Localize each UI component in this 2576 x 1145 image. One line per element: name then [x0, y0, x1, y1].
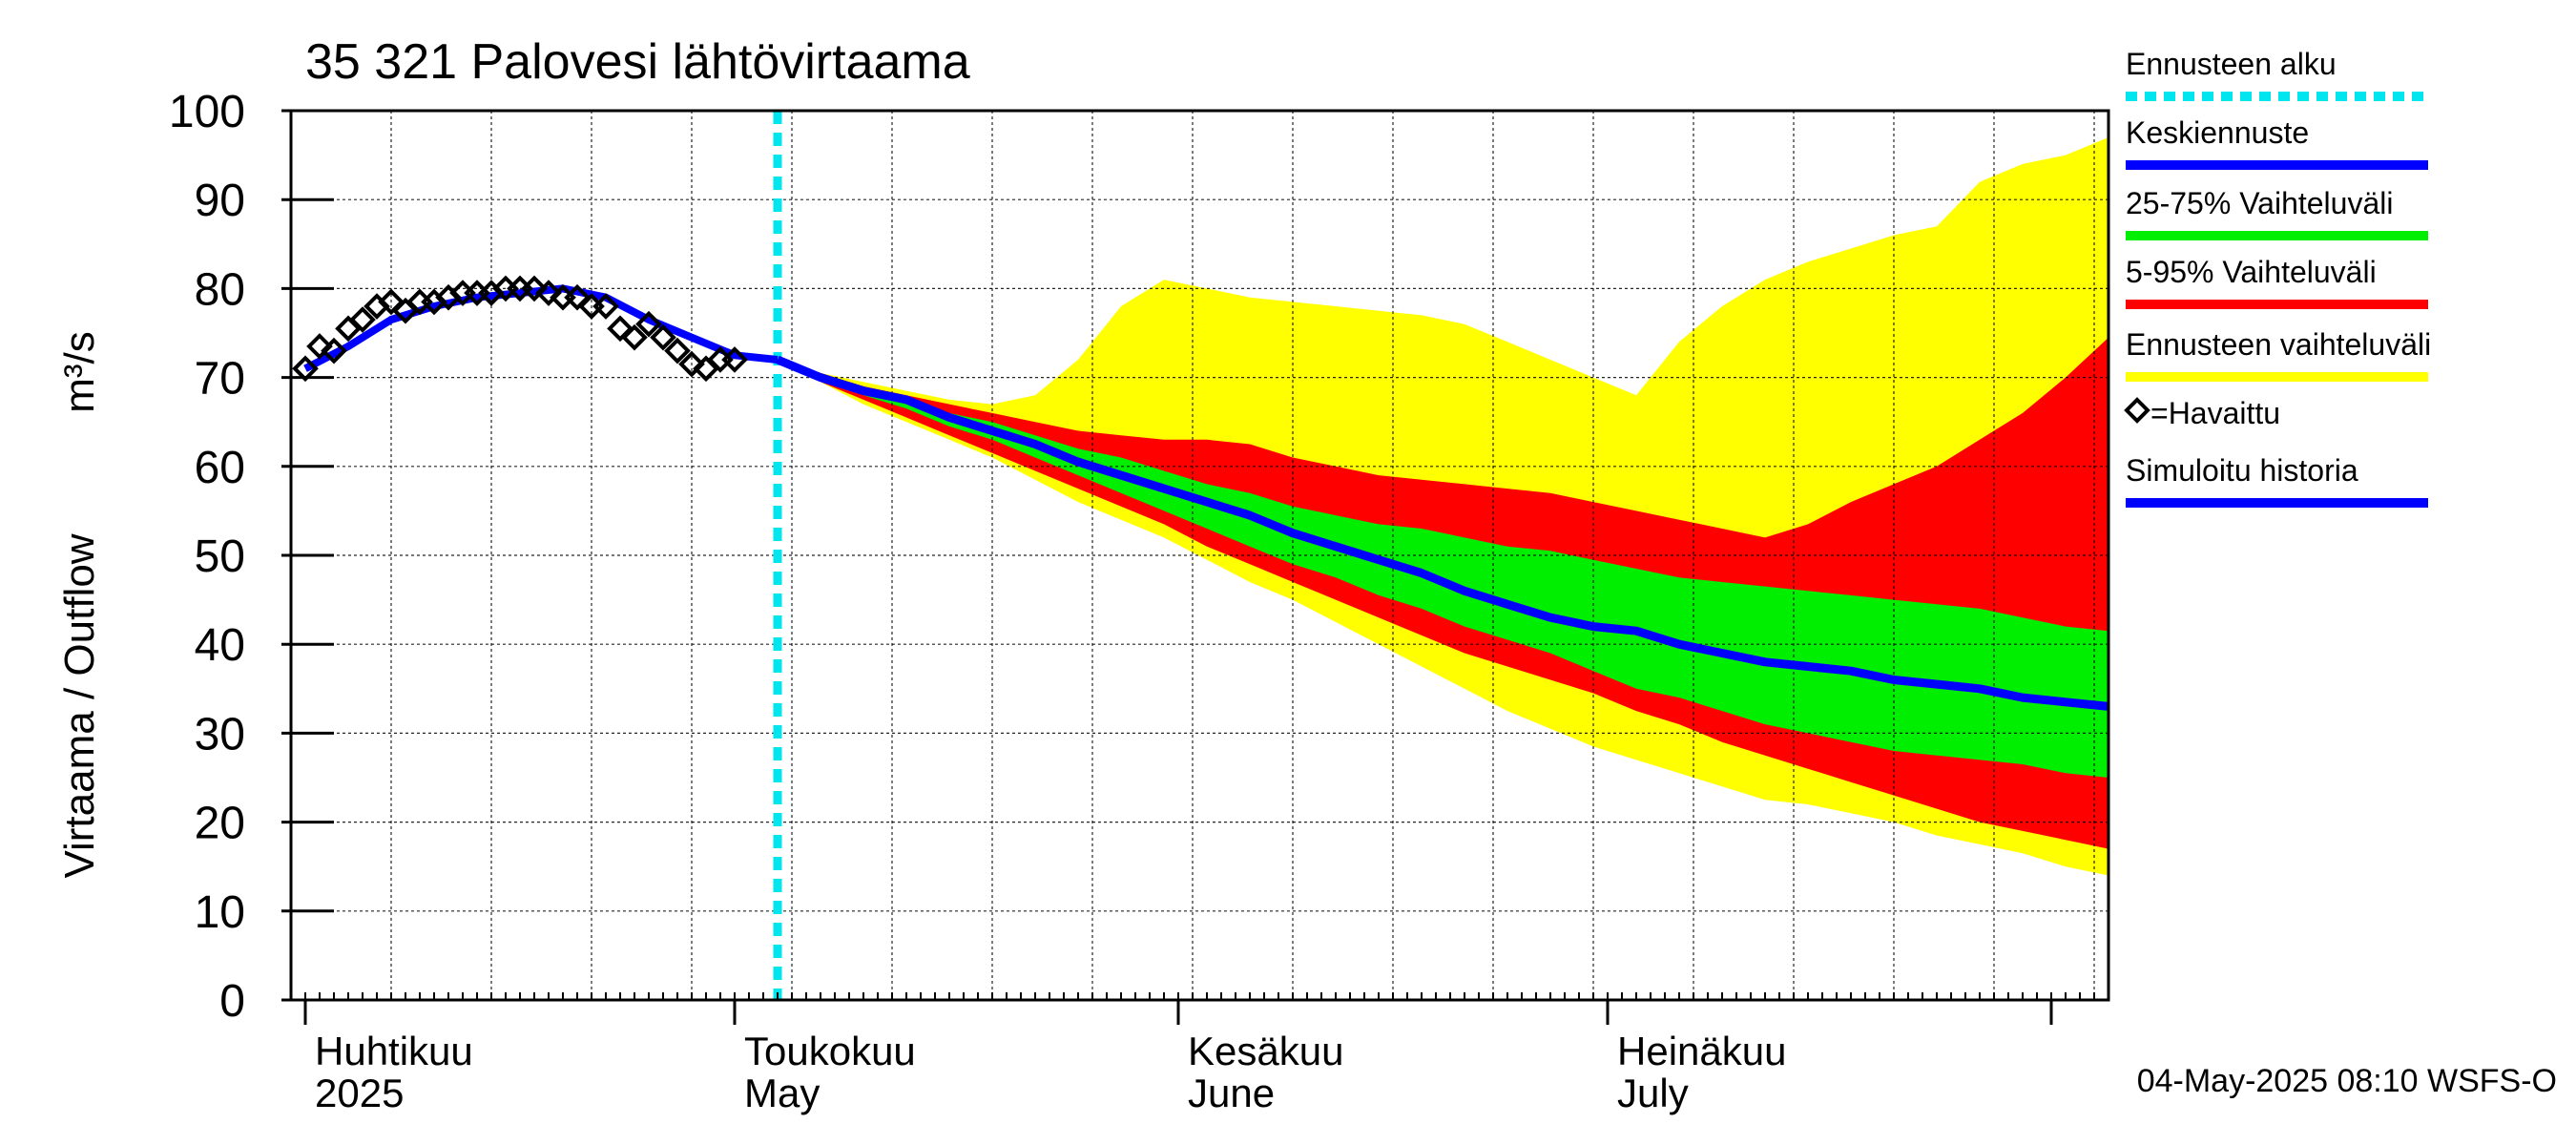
legend: Ennusteen alku Keskiennuste 25-75% Vaihtel… — [2124, 47, 2431, 508]
y-tick-label: 0 — [219, 976, 245, 1027]
y-axis-label: Virtaama / Outflow — [56, 533, 103, 878]
footer-timestamp: 04-May-2025 08:10 WSFS-O — [2137, 1063, 2557, 1099]
y-tick-label: 70 — [195, 354, 245, 405]
observed-point — [607, 315, 634, 343]
observed-point — [635, 310, 662, 338]
observed-point — [678, 350, 705, 378]
x-month-sublabel: 2025 — [315, 1071, 404, 1115]
legend-label: =Havaittu — [2150, 396, 2280, 430]
legend-label: Simuloitu historia — [2126, 453, 2358, 488]
observed-point — [650, 323, 676, 351]
grid — [291, 111, 2109, 1000]
chart-title: 35 321 Palovesi lähtövirtaama — [305, 34, 970, 90]
legend-label: Ennusteen vaihteluväli — [2126, 327, 2431, 362]
observed-point — [321, 337, 347, 364]
legend-label: Ennusteen alku — [2126, 47, 2337, 81]
legend-label: Keskiennuste — [2126, 115, 2309, 150]
legend-label: 5-95% Vaihteluväli — [2126, 255, 2377, 289]
legend-label: 25-75% Vaihteluväli — [2126, 186, 2393, 220]
observed-point — [306, 333, 333, 360]
mean-forecast-line — [776, 355, 2109, 711]
observed-point — [564, 283, 591, 311]
observed-point — [292, 355, 319, 383]
y-tick-label: 80 — [195, 264, 245, 315]
y-tick-label: 20 — [195, 799, 245, 849]
y-tick-label: 10 — [195, 887, 245, 938]
band-25-75 — [778, 360, 2109, 778]
observed-point — [349, 306, 376, 333]
y-axis-unit: m³/s — [56, 331, 103, 413]
observed-point — [592, 293, 619, 320]
y-tick-label: 40 — [195, 620, 245, 671]
observed-point — [664, 337, 691, 364]
observed-point — [721, 346, 748, 373]
observed-point — [535, 280, 562, 306]
x-month-sublabel: July — [1617, 1071, 1689, 1115]
y-tick-label: 90 — [195, 176, 245, 226]
x-month-sublabel: May — [744, 1071, 820, 1115]
y-tick-label: 30 — [195, 709, 245, 760]
x-month-label: Huhtikuu — [315, 1029, 473, 1073]
y-tick-label: 100 — [169, 87, 245, 137]
x-month-sublabel: June — [1188, 1071, 1275, 1115]
observed-point — [521, 275, 548, 302]
forecast-bands — [778, 137, 2109, 876]
x-month-label: Toukokuu — [744, 1029, 916, 1073]
observed-point — [378, 288, 405, 316]
y-tick-label: 50 — [195, 531, 245, 582]
y-tick-label: 60 — [195, 443, 245, 493]
x-month-label: Kesäkuu — [1188, 1029, 1343, 1073]
observed-points — [292, 275, 748, 383]
legend-diamond-icon — [2124, 397, 2150, 424]
observed-point — [621, 323, 648, 351]
x-month-label: Heinäkuu — [1617, 1029, 1786, 1073]
